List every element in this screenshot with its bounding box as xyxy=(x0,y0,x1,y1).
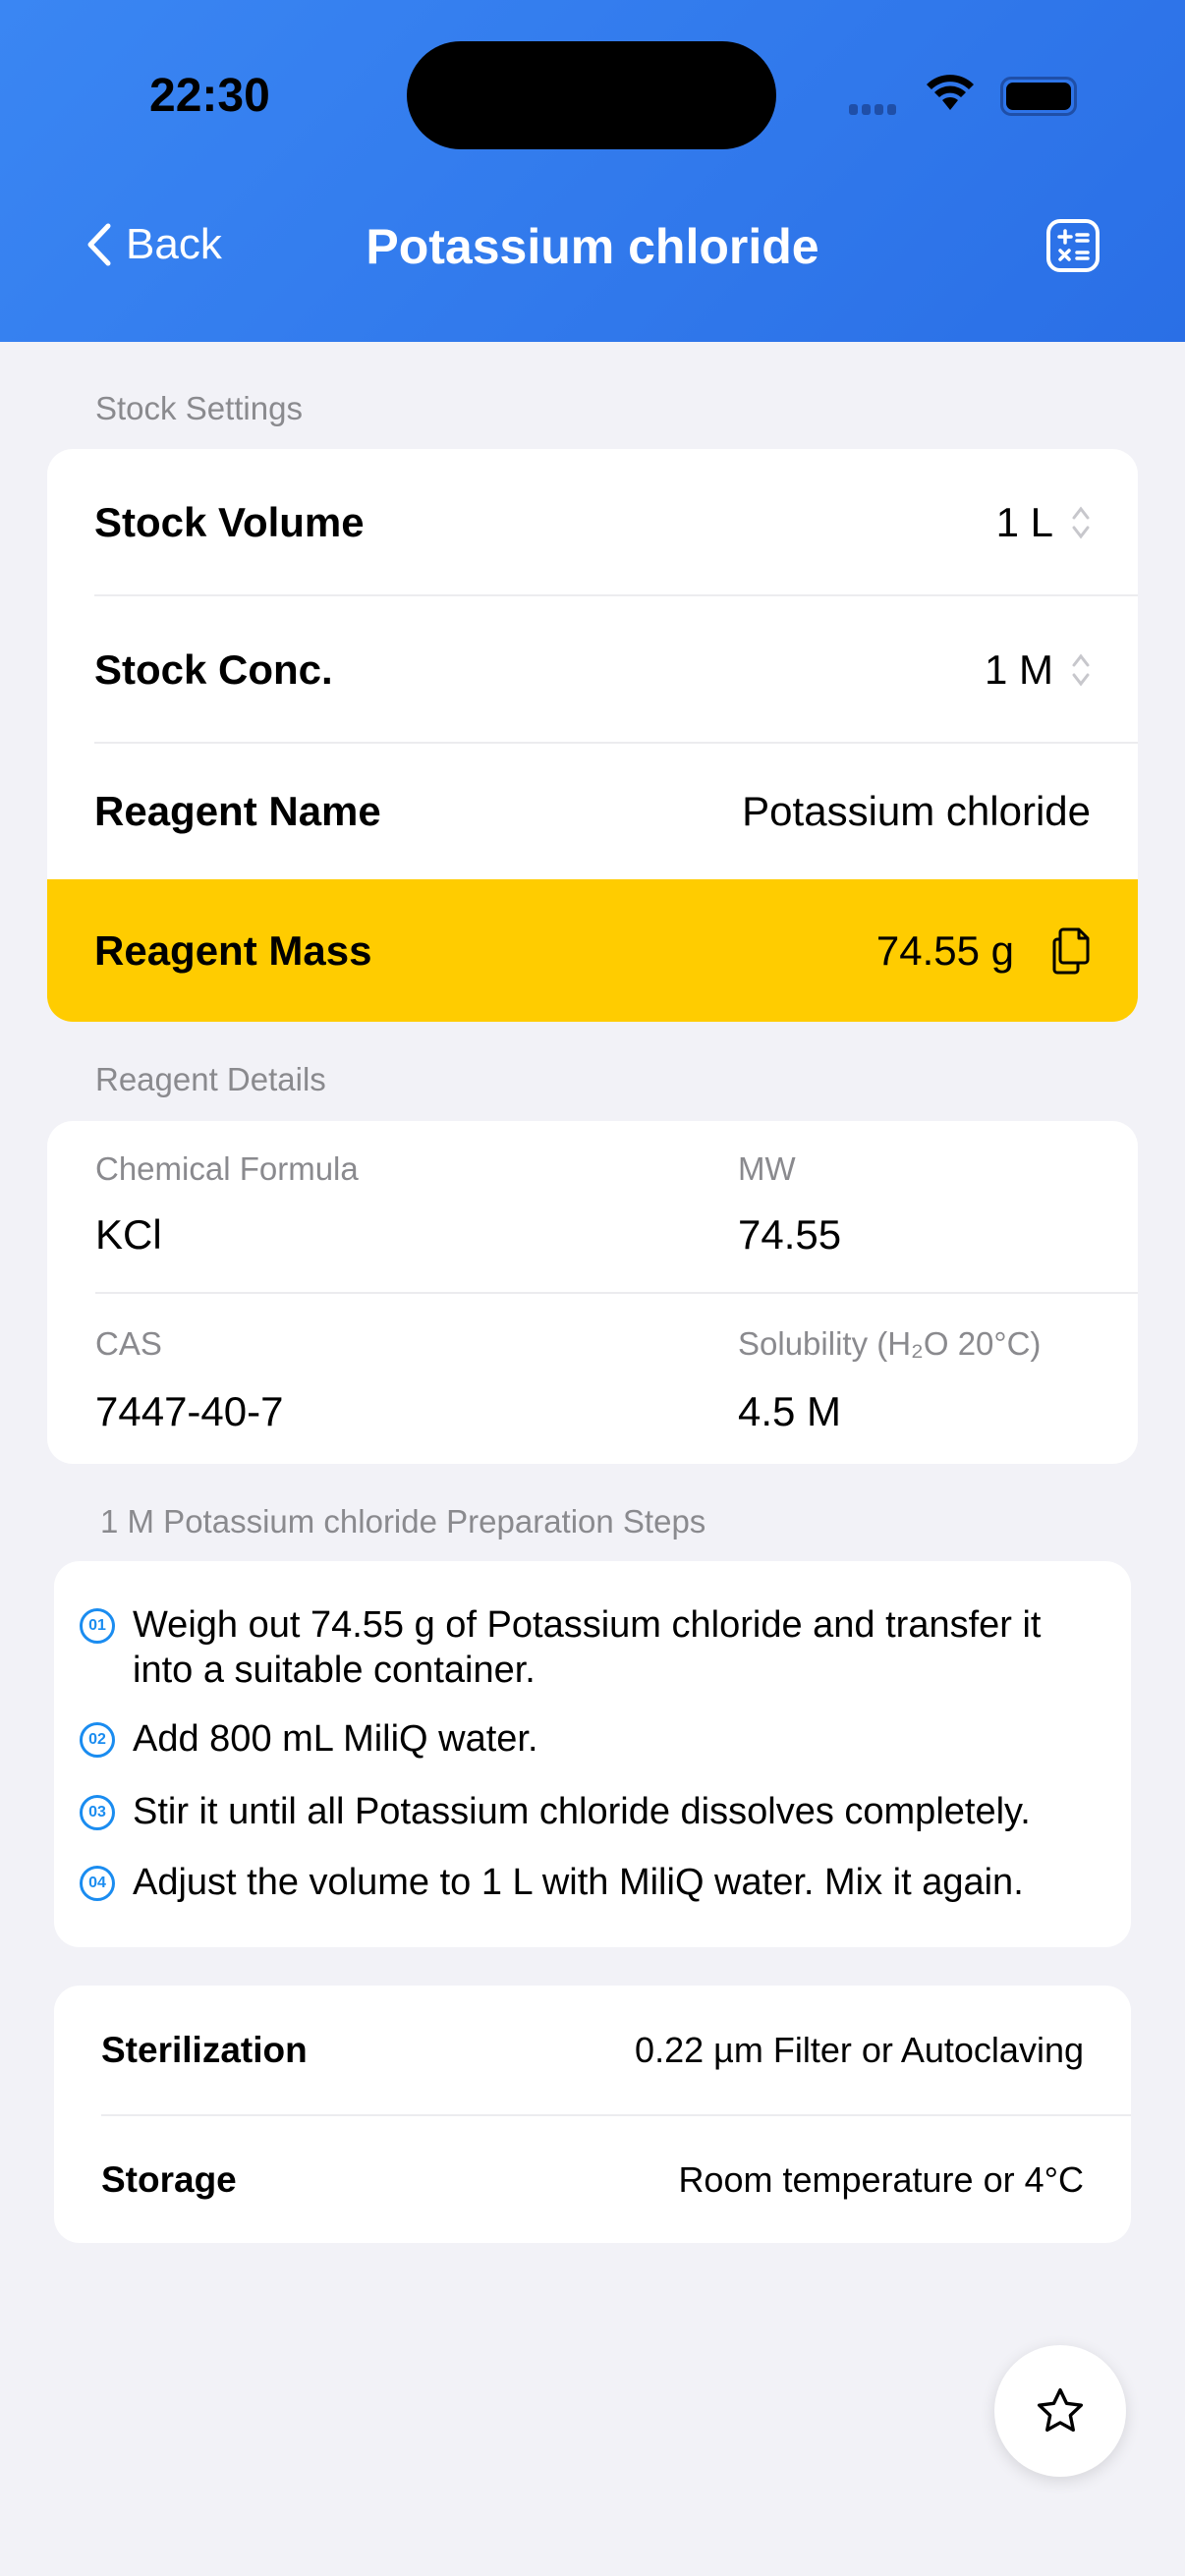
stock-conc-label: Stock Conc. xyxy=(94,646,333,693)
divider xyxy=(101,2114,1131,2116)
section-label-reagent-details: Reagent Details xyxy=(95,1061,326,1097)
step-number-icon: 01 xyxy=(80,1608,115,1644)
storage-info-card: Sterilization 0.22 µm Filter or Autoclav… xyxy=(54,1986,1131,2243)
reagent-mass-label: Reagent Mass xyxy=(94,926,372,974)
solubility-label: Solubility (H₂O 20°C) xyxy=(738,1325,1042,1362)
step-text: Weigh out 74.55 g of Potassium chloride … xyxy=(133,1604,1042,1691)
chevron-up-down-icon[interactable] xyxy=(1071,652,1091,688)
chevron-left-icon xyxy=(87,223,111,266)
step-item: 03 Stir it until all Potassium chloride d… xyxy=(80,1789,1111,1834)
back-label: Back xyxy=(126,220,222,268)
copy-icon[interactable] xyxy=(1051,926,1091,976)
step-item: 02 Add 800 mL MiliQ water. xyxy=(80,1716,1111,1762)
navigation-header: 22:30 Back Potassium chloride xyxy=(0,0,1185,342)
step-text: Stir it until all Potassium chloride dis… xyxy=(133,1791,1031,1832)
divider xyxy=(95,1292,1138,1294)
sterilization-label: Sterilization xyxy=(101,2029,308,2070)
reagent-details-card: Chemical Formula KCl MW 74.55 CAS 7447-4… xyxy=(47,1121,1138,1464)
solubility-value: 4.5 M xyxy=(738,1388,842,1434)
divider xyxy=(94,594,1138,596)
storage-value: Room temperature or 4°C xyxy=(678,2158,1084,2200)
mw-value: 74.55 xyxy=(738,1211,842,1258)
formula-label: Chemical Formula xyxy=(95,1150,359,1187)
reagent-mass-value: 74.55 g xyxy=(875,926,1014,974)
favorite-button[interactable] xyxy=(994,2345,1126,2477)
stock-conc-value: 1 M xyxy=(984,646,1053,693)
stock-conc-row[interactable]: Stock Conc. 1 M xyxy=(47,596,1138,744)
reagent-name-row: Reagent Name Potassium chloride xyxy=(47,744,1138,879)
formula-value: KCl xyxy=(95,1211,162,1258)
stock-volume-row[interactable]: Stock Volume 1 L xyxy=(47,449,1138,596)
step-number-icon: 02 xyxy=(80,1722,115,1758)
step-text: Adjust the volume to 1 L with MiliQ wate… xyxy=(133,1862,1024,1903)
preparation-steps-card: 01 Weigh out 74.55 g of Potassium chlorid… xyxy=(54,1561,1131,1947)
stock-volume-label: Stock Volume xyxy=(94,499,365,545)
sterilization-row: Sterilization 0.22 µm Filter or Autoclav… xyxy=(54,1986,1131,2114)
section-label-stock-settings: Stock Settings xyxy=(95,390,303,426)
cas-label: CAS xyxy=(95,1325,162,1362)
reagent-mass-row: Reagent Mass 74.55 g xyxy=(47,879,1138,1022)
calculator-icon[interactable] xyxy=(1045,218,1100,273)
dynamic-island xyxy=(407,41,776,149)
chevron-up-down-icon[interactable] xyxy=(1071,505,1091,540)
cas-value: 7447-40-7 xyxy=(95,1388,284,1434)
step-number-icon: 03 xyxy=(80,1795,115,1830)
back-button[interactable]: Back xyxy=(86,220,222,269)
star-icon xyxy=(1037,2387,1084,2433)
status-time: 22:30 xyxy=(149,70,270,122)
mw-label: MW xyxy=(738,1150,796,1187)
storage-row: Storage Room temperature or 4°C xyxy=(54,2116,1131,2243)
step-item: 04 Adjust the volume to 1 L with MiliQ wa… xyxy=(80,1860,1111,1905)
wifi-icon xyxy=(927,75,974,110)
stock-settings-card: Stock Volume 1 L Stock Conc. 1 M Reagent… xyxy=(47,449,1138,1022)
cellular-signal-icon xyxy=(849,104,896,115)
divider xyxy=(94,742,1138,744)
battery-icon xyxy=(1000,77,1077,116)
reagent-name-label: Reagent Name xyxy=(94,788,381,834)
reagent-name-value: Potassium chloride xyxy=(742,788,1091,834)
storage-label: Storage xyxy=(101,2158,237,2200)
step-number-icon: 04 xyxy=(80,1866,115,1901)
section-label-steps: 1 M Potassium chloride Preparation Steps xyxy=(100,1503,706,1540)
step-item: 01 Weigh out 74.55 g of Potassium chlorid… xyxy=(80,1602,1111,1693)
step-text: Add 800 mL MiliQ water. xyxy=(133,1718,538,1760)
page-title: Potassium chloride xyxy=(366,219,819,274)
sterilization-value: 0.22 µm Filter or Autoclaving xyxy=(635,2029,1084,2070)
stock-volume-value: 1 L xyxy=(995,499,1053,545)
